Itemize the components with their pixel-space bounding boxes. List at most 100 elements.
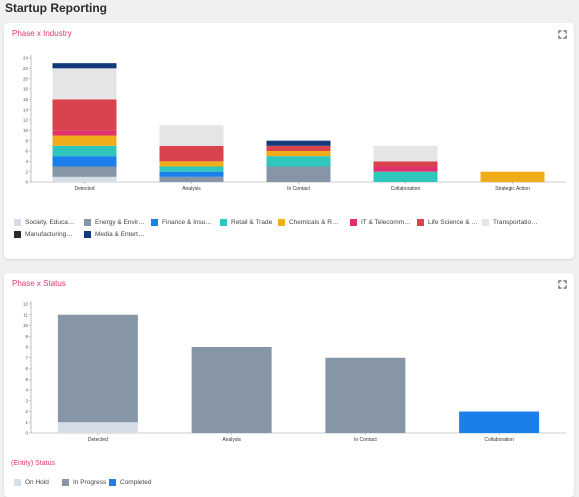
bar-segment bbox=[52, 156, 117, 167]
y-tick-label: 22 bbox=[23, 66, 29, 71]
bar-segment bbox=[266, 151, 331, 157]
phase-x-status-title: Phase x Status bbox=[12, 279, 66, 288]
y-tick-label: 1 bbox=[25, 420, 28, 425]
bar-segment bbox=[480, 171, 545, 182]
bar-segment bbox=[57, 314, 138, 423]
bar-segment bbox=[159, 125, 224, 146]
bar-segment bbox=[52, 135, 117, 146]
bar-segment bbox=[52, 68, 117, 100]
bar-segment bbox=[159, 171, 224, 177]
y-tick-label: 4 bbox=[25, 388, 28, 393]
legend-swatch bbox=[14, 219, 21, 226]
y-tick-label: 0 bbox=[25, 431, 28, 436]
legend-label: Finance & Insu… bbox=[162, 219, 212, 226]
y-tick-label: 9 bbox=[25, 334, 28, 339]
bar-segment bbox=[266, 166, 331, 182]
x-tick-label: Detected bbox=[74, 186, 94, 192]
x-tick-label: In Contact bbox=[354, 437, 377, 443]
y-tick-label: 8 bbox=[25, 138, 28, 143]
bar-segment bbox=[52, 166, 117, 177]
phase-x-status-card: Phase x Status 0 1 2 3 4 5 6 7 8 9 10 11 12 Detected A… bbox=[4, 273, 574, 497]
legend-item[interactable]: Chemicals & R… bbox=[278, 219, 338, 226]
x-tick-label: Strategic Action bbox=[495, 186, 530, 192]
legend-label: Completed bbox=[120, 479, 152, 486]
x-tick-label: Analysis bbox=[222, 437, 241, 443]
legend-label: Manufacturing… bbox=[25, 231, 73, 238]
y-tick-label: 6 bbox=[25, 366, 28, 371]
legend-label: Society, Educa… bbox=[25, 219, 75, 226]
legend-swatch bbox=[482, 219, 489, 226]
legend-swatch bbox=[109, 479, 116, 486]
legend-item[interactable]: Media & Entert… bbox=[84, 231, 145, 238]
bar-segment bbox=[159, 166, 224, 172]
legend-swatch bbox=[350, 219, 357, 226]
y-tick-label: 16 bbox=[23, 97, 29, 102]
legend-label: In Progress bbox=[73, 479, 107, 486]
phase-x-industry-title: Phase x Industry bbox=[12, 29, 72, 38]
legend-item[interactable]: In Progress bbox=[62, 479, 106, 486]
legend-swatch bbox=[62, 479, 69, 486]
bar-segment bbox=[52, 176, 117, 182]
y-tick-label: 3 bbox=[25, 398, 28, 403]
y-tick-label: 20 bbox=[23, 76, 29, 81]
y-tick-label: 10 bbox=[23, 128, 29, 133]
phase-x-industry-legend: Society, Educa… Energy & Envir… Finance & … bbox=[14, 219, 564, 243]
y-tick-label: 24 bbox=[23, 56, 29, 61]
y-tick-label: 10 bbox=[23, 323, 29, 328]
bar-segment bbox=[325, 357, 406, 433]
y-tick-label: 2 bbox=[25, 409, 28, 414]
y-tick-label: 12 bbox=[23, 118, 29, 123]
y-tick-label: 6 bbox=[25, 149, 28, 154]
y-tick-label: 14 bbox=[23, 107, 29, 112]
y-tick-label: 0 bbox=[25, 180, 28, 185]
legend-label: On Hold bbox=[25, 479, 49, 486]
bar-segment bbox=[52, 99, 117, 131]
x-tick-label: Collaboration bbox=[484, 437, 514, 443]
legend-item[interactable]: Transportatio… bbox=[482, 219, 538, 226]
phase-x-industry-card: Phase x Industry 0 2 4 6 8 10 12 14 16 18 20 22 24 De… bbox=[4, 23, 574, 259]
bar-segment bbox=[459, 411, 540, 433]
legend-item[interactable]: Society, Educa… bbox=[14, 219, 74, 226]
y-tick-label: 2 bbox=[25, 169, 28, 174]
bar-segment bbox=[373, 171, 438, 182]
expand-icon[interactable] bbox=[558, 30, 567, 39]
x-tick-label: Analysis bbox=[182, 186, 201, 192]
legend-item[interactable]: IT & Telecomm… bbox=[350, 219, 411, 226]
x-tick-label: Collaboration bbox=[391, 186, 421, 192]
legend-item[interactable]: Manufacturing… bbox=[14, 231, 73, 238]
legend-swatch bbox=[151, 219, 158, 226]
y-tick-label: 18 bbox=[23, 87, 29, 92]
legend-item[interactable]: Finance & Insu… bbox=[151, 219, 212, 226]
bar-segment bbox=[266, 145, 331, 151]
y-tick-label: 11 bbox=[23, 312, 28, 317]
legend-label: IT & Telecomm… bbox=[361, 219, 411, 226]
legend-label: Chemicals & R… bbox=[289, 219, 339, 226]
legend-label: Life Science & … bbox=[428, 219, 478, 226]
legend-label: Retail & Trade bbox=[231, 219, 273, 226]
y-tick-label: 4 bbox=[25, 159, 28, 164]
bar-segment bbox=[52, 130, 117, 136]
legend-label: Media & Entert… bbox=[95, 231, 145, 238]
bar-segment bbox=[266, 140, 331, 146]
y-tick-label: 8 bbox=[25, 345, 28, 350]
legend-item[interactable]: Life Science & … bbox=[417, 219, 478, 226]
x-tick-label: In Contact bbox=[287, 186, 310, 192]
x-tick-label: Detected bbox=[88, 437, 108, 443]
bar-segment bbox=[52, 145, 117, 157]
legend-item[interactable]: Energy & Envir… bbox=[84, 219, 145, 226]
expand-icon[interactable] bbox=[558, 280, 567, 289]
entity-status-legend-title: (Entity) Status bbox=[11, 460, 55, 467]
legend-item[interactable]: Retail & Trade bbox=[220, 219, 272, 226]
y-tick-label: 12 bbox=[23, 302, 29, 307]
legend-item[interactable]: Completed bbox=[109, 479, 151, 486]
legend-item[interactable]: On Hold bbox=[14, 479, 49, 486]
legend-swatch bbox=[14, 479, 21, 486]
phase-x-status-legend: On Hold In Progress Completed bbox=[14, 479, 564, 491]
legend-swatch bbox=[417, 219, 424, 226]
legend-swatch bbox=[84, 231, 91, 238]
legend-swatch bbox=[278, 219, 285, 226]
bar-segment bbox=[57, 422, 138, 433]
legend-swatch bbox=[84, 219, 91, 226]
